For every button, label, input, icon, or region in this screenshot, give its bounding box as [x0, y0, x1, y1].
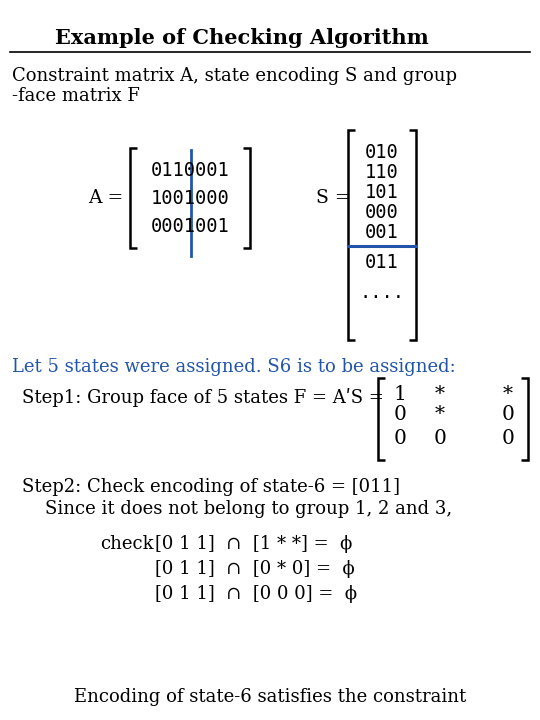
Text: [0 1 1]  ∩  [0 * 0] =  ϕ: [0 1 1] ∩ [0 * 0] = ϕ: [155, 560, 355, 578]
Text: S =: S =: [316, 189, 350, 207]
Text: 110: 110: [365, 163, 399, 181]
Text: *: *: [503, 385, 513, 405]
Text: 0: 0: [502, 405, 515, 425]
Text: 010: 010: [365, 143, 399, 161]
Text: [0 1 1]  ∩  [0 0 0] =  ϕ: [0 1 1] ∩ [0 0 0] = ϕ: [155, 585, 357, 603]
Text: *: *: [435, 405, 445, 425]
Text: 0: 0: [502, 428, 515, 448]
Text: Encoding of state-6 satisfies the constraint: Encoding of state-6 satisfies the constr…: [74, 688, 466, 706]
Text: Constraint matrix A, state encoding S and group: Constraint matrix A, state encoding S an…: [12, 67, 457, 85]
Text: Step1: Group face of 5 states F = AʹS =: Step1: Group face of 5 states F = AʹS =: [22, 388, 384, 407]
Text: 0: 0: [434, 428, 447, 448]
Text: A =: A =: [88, 189, 123, 207]
Text: 011: 011: [365, 253, 399, 271]
Text: check: check: [100, 535, 153, 553]
Text: ....: ....: [360, 282, 404, 302]
Text: 001: 001: [365, 222, 399, 241]
Text: 0: 0: [394, 405, 407, 425]
Text: Let 5 states were assigned. S6 is to be assigned:: Let 5 states were assigned. S6 is to be …: [12, 358, 456, 376]
Text: -face matrix F: -face matrix F: [12, 87, 140, 105]
Text: [0 1 1]  ∩  [1 * *] =  ϕ: [0 1 1] ∩ [1 * *] = ϕ: [155, 535, 353, 553]
Text: 0: 0: [394, 428, 407, 448]
Text: 1001000: 1001000: [151, 189, 230, 207]
Text: 1: 1: [394, 385, 407, 405]
Text: 0001001: 0001001: [151, 217, 230, 235]
Text: 0110001: 0110001: [151, 161, 230, 179]
Text: 000: 000: [365, 202, 399, 222]
Text: *: *: [435, 385, 445, 405]
Text: Step2: Check encoding of state-6 = [011]: Step2: Check encoding of state-6 = [011]: [22, 478, 400, 496]
Text: Since it does not belong to group 1, 2 and 3,: Since it does not belong to group 1, 2 a…: [45, 500, 452, 518]
Text: Example of Checking Algorithm: Example of Checking Algorithm: [55, 28, 429, 48]
Text: 101: 101: [365, 182, 399, 202]
